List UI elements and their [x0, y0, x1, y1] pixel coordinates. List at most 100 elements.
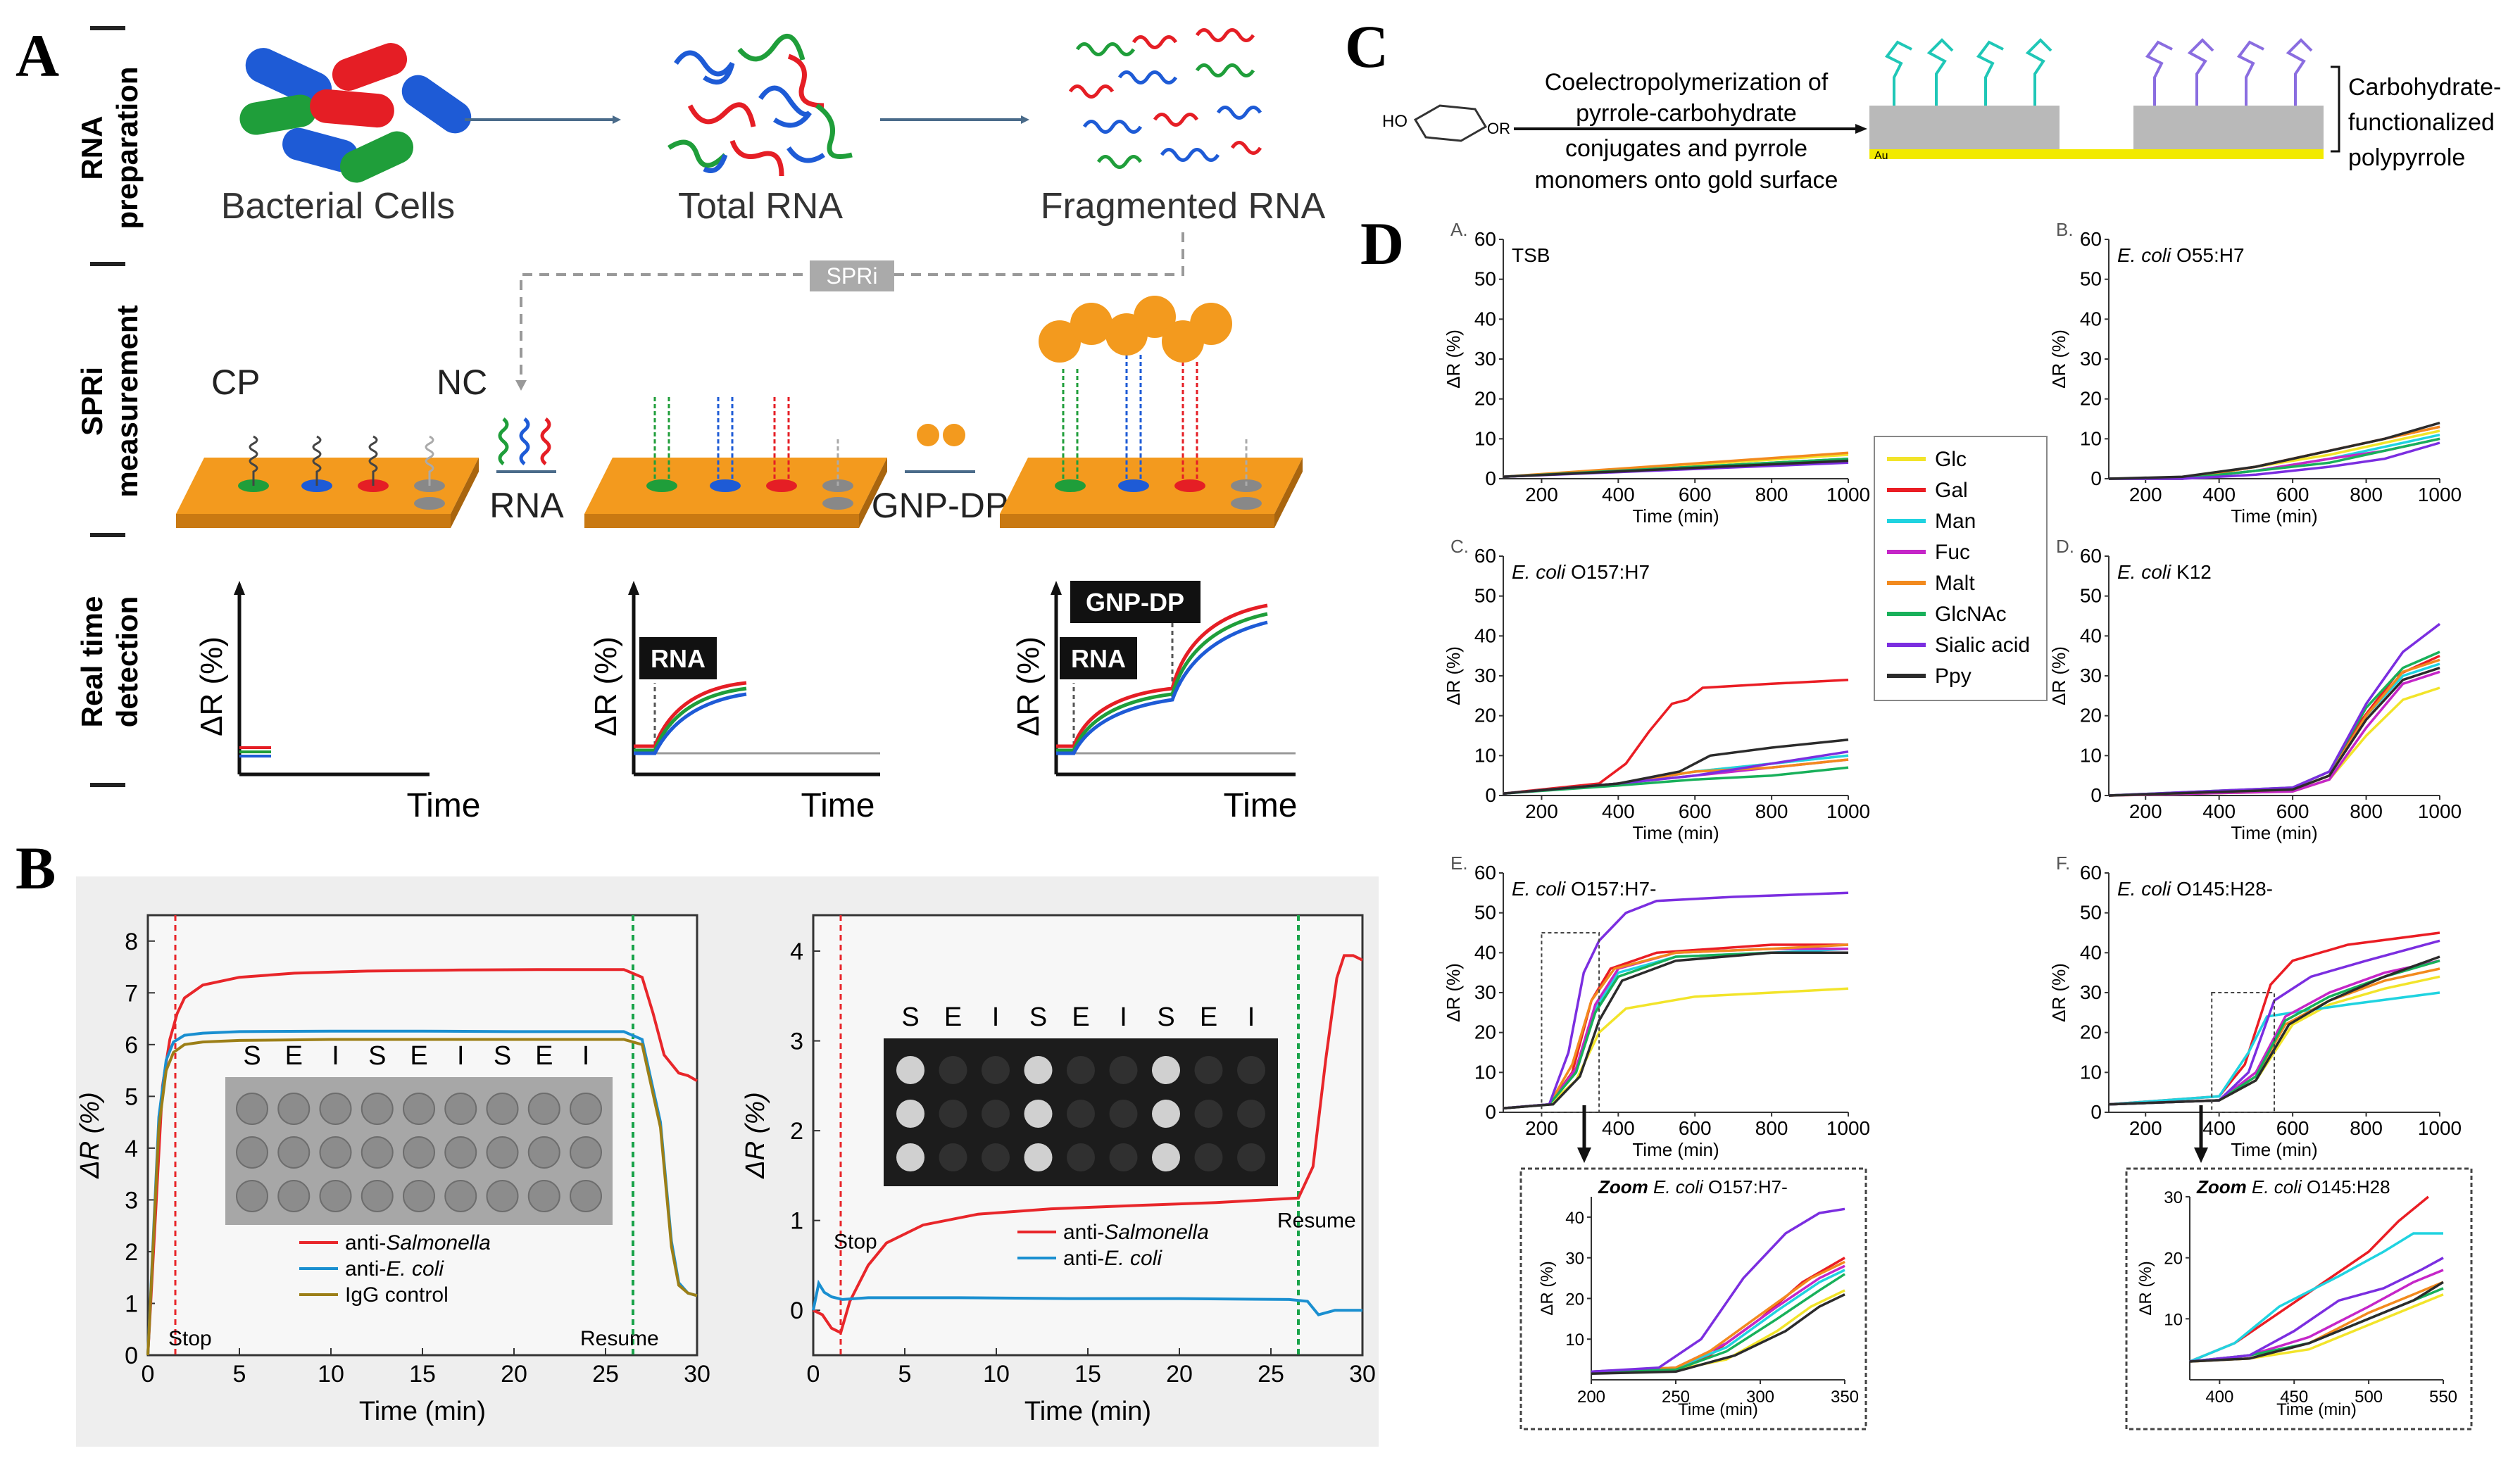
b2-xtick-label: 5: [898, 1361, 912, 1388]
arrow-2-head: [1021, 115, 1029, 124]
b2-inset-label: I: [1120, 1002, 1127, 1032]
b2-inset-spot: [1237, 1056, 1265, 1084]
d6-ytick-label: 20: [2080, 1021, 2102, 1043]
d4-ylabel: ΔR (%): [2048, 646, 2069, 705]
polypyrrole-block-1: [1869, 106, 2060, 149]
d1-xtick-label: 400: [1602, 484, 1635, 505]
d5-xtick-label: 800: [1755, 1117, 1788, 1139]
label-cp: CP: [211, 363, 260, 402]
b2-inset-spot: [982, 1143, 1010, 1171]
c-text-1: Coelectropolymerization of: [1545, 69, 1829, 96]
row-label-spri-2: measurement: [111, 305, 144, 497]
legend-label-man: Man: [1935, 510, 1976, 533]
gnp-dp-icon: [917, 424, 965, 446]
b1-inset-spot: [236, 1093, 268, 1125]
d2-series-line: [2108, 422, 2440, 480]
b1-inset-spot: [277, 1093, 311, 1125]
b1-inset-spot: [319, 1136, 352, 1169]
b1-inset-spot: [361, 1136, 394, 1169]
d6-ytick-label: 30: [2080, 981, 2102, 1003]
detect-chart-2-rna-label: RNA: [651, 644, 706, 673]
b1-inset-spot: [236, 1136, 268, 1169]
b2-ytick-label: 1: [790, 1208, 803, 1235]
d1-ytick-label: 20: [1474, 388, 1496, 410]
sugar-ring-icon: [1413, 104, 1488, 142]
d6-xtick-label: 800: [2350, 1117, 2383, 1139]
d1-letter: A.: [1450, 219, 1468, 240]
d5-series-line: [1503, 947, 1849, 1110]
detect-chart-2-axes: [632, 591, 880, 776]
d5-ytick-label: 60: [1474, 862, 1496, 884]
z1-ytick-label: 40: [1565, 1209, 1584, 1228]
d4-series-line: [2108, 650, 2440, 797]
row-label-spri-1: SPRi: [75, 367, 108, 436]
label-or: OR: [1487, 120, 1510, 137]
d4-xlabel: Time (min): [2231, 822, 2317, 843]
panel-label-b: B: [15, 834, 56, 902]
row-separators: [90, 26, 125, 787]
d6-ytick-label: 40: [2080, 941, 2102, 963]
b1-inset-spot: [277, 1180, 311, 1212]
c-arrow-head: [1855, 124, 1867, 134]
detect-chart-3-yarrow: [1051, 581, 1062, 595]
b2-inset-label: I: [1248, 1002, 1255, 1032]
zoom-arrow-left-head: [1577, 1148, 1591, 1163]
detect-chart-3-rna-label: RNA: [1071, 644, 1126, 673]
detect-chart-3-xlabel: Time: [1224, 787, 1298, 824]
detect-chart-3-gnp-label: GNP-DP: [1086, 588, 1184, 617]
b1-xtick-label: 15: [409, 1361, 436, 1388]
d2-series-line: [2109, 441, 2440, 480]
detect-chart-1-yarrow: [234, 581, 245, 595]
detect-chart-2-ylabel: ΔR (%): [589, 636, 623, 736]
c-side-1: Carbohydrate-: [2348, 74, 2501, 101]
d2-ytick-label: 10: [2080, 427, 2102, 449]
d3-xtick-label: 400: [1602, 800, 1635, 822]
label-nc: NC: [437, 363, 487, 402]
row-label-prep-2: preparation: [111, 66, 144, 229]
b2-xtick-label: 0: [807, 1361, 820, 1388]
d3-ytick-label: 10: [1474, 744, 1496, 766]
b2-xtick-label: 30: [1349, 1361, 1376, 1388]
d2-xtick-label: 400: [2202, 484, 2236, 505]
b1-inset-spot: [444, 1093, 477, 1125]
b1-inset-spot: [361, 1180, 394, 1212]
b1-inset-label: I: [582, 1041, 590, 1071]
d2-xtick-label: 1000: [2418, 484, 2462, 505]
d1-ytick-label: 40: [1474, 308, 1496, 329]
b2-stop-label: Stop: [834, 1231, 877, 1254]
c-text-4: monomers onto gold surface: [1535, 167, 1838, 194]
b1-xtick-label: 25: [592, 1361, 619, 1388]
d4-ytick-label: 10: [2080, 744, 2102, 766]
c-side-3: polypyrrole: [2348, 144, 2465, 171]
b2-inset-spot: [896, 1143, 924, 1171]
b1-xtick-label: 5: [233, 1361, 246, 1388]
label-rna: RNA: [489, 486, 564, 525]
d3-ytick-label: 20: [1474, 705, 1496, 727]
d4-series-line: [2108, 655, 2440, 797]
b2-inset-spot: [896, 1100, 924, 1128]
d3-xtick-label: 600: [1679, 800, 1712, 822]
d2-ytick-label: 0: [2090, 467, 2102, 489]
d2-ytick-label: 60: [2080, 228, 2102, 250]
d3-xtick-label: 200: [1525, 800, 1558, 822]
d1-series-line: [1503, 459, 1849, 478]
label-total-rna: Total RNA: [678, 186, 843, 227]
b1-inset-spot: [486, 1136, 519, 1169]
b2-inset-spot: [1194, 1100, 1223, 1128]
z2-ytick-label: 10: [2164, 1310, 2183, 1329]
b2-inset-spot: [1067, 1056, 1095, 1084]
b1-ytick-label: 0: [125, 1343, 138, 1369]
d3-ytick-label: 60: [1474, 545, 1496, 567]
z2-ylabel: ΔR (%): [2136, 1261, 2155, 1315]
b2-inset-spot: [1152, 1100, 1180, 1128]
b2-inset-spot: [1024, 1100, 1053, 1128]
d2-series-line: [2109, 425, 2440, 480]
d2-xtick-label: 600: [2276, 484, 2309, 505]
d5-xtick-label: 400: [1602, 1117, 1635, 1139]
d4-series-line: [2108, 670, 2440, 797]
d2-letter: B.: [2056, 219, 2074, 240]
b2-inset-label: E: [1072, 1002, 1089, 1032]
b2-inset-spot: [1237, 1143, 1265, 1171]
